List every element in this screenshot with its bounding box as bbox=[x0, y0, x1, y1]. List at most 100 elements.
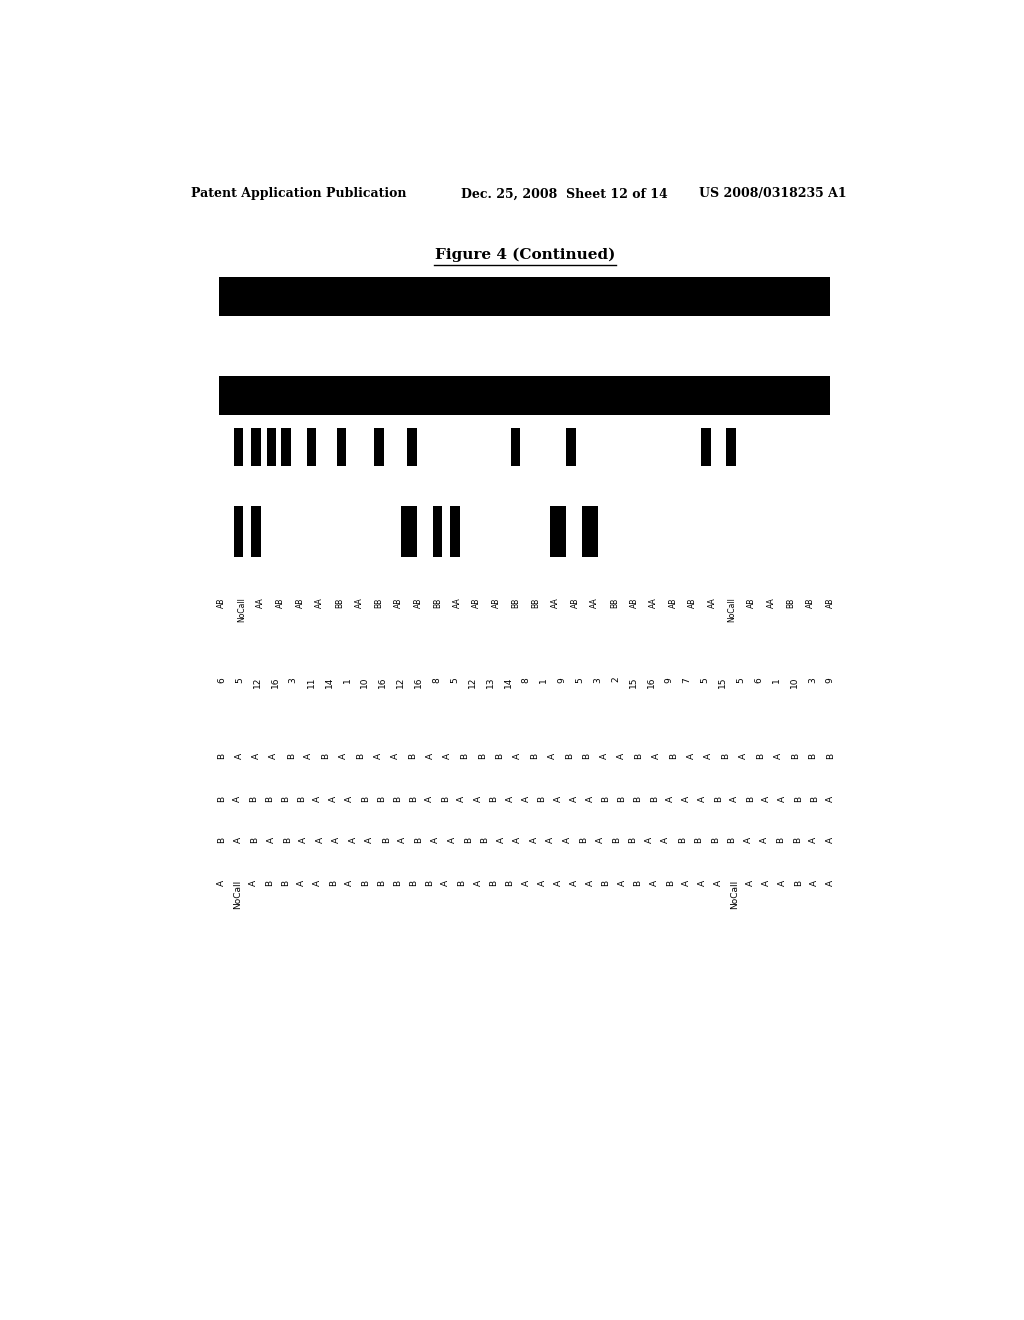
Text: NoCall: NoCall bbox=[233, 880, 242, 909]
Text: AA: AA bbox=[315, 598, 325, 609]
Text: A: A bbox=[269, 752, 279, 759]
Text: A: A bbox=[513, 837, 522, 843]
Text: 1: 1 bbox=[772, 677, 781, 682]
Text: A: A bbox=[349, 837, 357, 843]
Text: 3: 3 bbox=[808, 677, 817, 682]
Text: A: A bbox=[666, 796, 675, 801]
Text: B: B bbox=[794, 880, 803, 886]
Text: 9: 9 bbox=[557, 677, 566, 682]
Text: A: A bbox=[339, 752, 348, 759]
Bar bbox=[337, 428, 346, 466]
Text: B: B bbox=[670, 752, 678, 759]
Text: B: B bbox=[649, 796, 658, 801]
Text: B: B bbox=[249, 796, 258, 801]
Text: B: B bbox=[489, 880, 499, 886]
Text: A: A bbox=[345, 796, 354, 801]
Text: A: A bbox=[233, 796, 242, 801]
Text: AB: AB bbox=[217, 598, 226, 607]
Text: B: B bbox=[410, 880, 419, 886]
Text: B: B bbox=[722, 752, 730, 759]
Text: 14: 14 bbox=[325, 677, 334, 688]
Text: AA: AA bbox=[354, 598, 364, 609]
Text: B: B bbox=[382, 837, 390, 843]
Text: A: A bbox=[825, 880, 835, 886]
Text: A: A bbox=[682, 880, 690, 886]
Text: B: B bbox=[794, 796, 803, 801]
Text: 9: 9 bbox=[665, 677, 674, 682]
Text: B: B bbox=[322, 752, 331, 759]
Text: A: A bbox=[431, 837, 440, 843]
Text: 6: 6 bbox=[755, 677, 763, 682]
Text: A: A bbox=[569, 880, 579, 886]
Text: BB: BB bbox=[433, 598, 442, 607]
Text: 15: 15 bbox=[629, 677, 638, 688]
Text: B: B bbox=[810, 796, 819, 801]
Text: BB: BB bbox=[335, 598, 344, 607]
Text: A: A bbox=[554, 880, 562, 886]
Text: B: B bbox=[478, 752, 487, 759]
Text: B: B bbox=[714, 796, 723, 801]
Text: AB: AB bbox=[570, 598, 580, 607]
Text: A: A bbox=[443, 752, 453, 759]
Text: Dec. 25, 2008  Sheet 12 of 14: Dec. 25, 2008 Sheet 12 of 14 bbox=[461, 187, 668, 201]
Text: A: A bbox=[825, 837, 835, 843]
Text: A: A bbox=[652, 752, 660, 759]
Text: A: A bbox=[662, 837, 671, 843]
Text: B: B bbox=[425, 880, 434, 886]
Text: AB: AB bbox=[669, 598, 678, 607]
Text: 14: 14 bbox=[504, 677, 513, 688]
Bar bbox=[433, 506, 442, 557]
Text: B: B bbox=[356, 752, 366, 759]
Bar bbox=[701, 428, 711, 466]
Text: AB: AB bbox=[688, 598, 697, 607]
Text: B: B bbox=[217, 837, 226, 843]
Text: B: B bbox=[601, 880, 610, 886]
Text: AA: AA bbox=[453, 598, 462, 609]
Text: B: B bbox=[393, 880, 402, 886]
Text: A: A bbox=[249, 880, 258, 886]
Text: A: A bbox=[760, 837, 769, 843]
Bar bbox=[251, 428, 260, 466]
Text: B: B bbox=[441, 796, 451, 801]
Text: A: A bbox=[810, 880, 819, 886]
Text: AB: AB bbox=[276, 598, 285, 607]
Text: A: A bbox=[586, 796, 595, 801]
Text: A: A bbox=[217, 880, 226, 886]
Text: 10: 10 bbox=[791, 677, 799, 688]
Text: A: A bbox=[649, 880, 658, 886]
Text: B: B bbox=[283, 837, 292, 843]
Text: AB: AB bbox=[472, 598, 481, 607]
Bar bbox=[219, 376, 830, 414]
Text: 5: 5 bbox=[236, 677, 244, 682]
Text: B: B bbox=[634, 796, 643, 801]
Text: 11: 11 bbox=[306, 677, 315, 688]
Text: Patent Application Publication: Patent Application Publication bbox=[191, 187, 407, 201]
Text: A: A bbox=[315, 837, 325, 843]
Text: A: A bbox=[825, 796, 835, 801]
Text: A: A bbox=[600, 752, 608, 759]
Text: A: A bbox=[233, 837, 243, 843]
Text: B: B bbox=[250, 837, 259, 843]
Text: AA: AA bbox=[708, 598, 717, 609]
Text: B: B bbox=[409, 752, 418, 759]
Text: 13: 13 bbox=[485, 677, 495, 688]
Text: AB: AB bbox=[394, 598, 402, 607]
Text: 5: 5 bbox=[736, 677, 745, 682]
Text: B: B bbox=[530, 752, 540, 759]
Text: A: A bbox=[234, 752, 244, 759]
Text: 5: 5 bbox=[450, 677, 459, 682]
Text: A: A bbox=[506, 796, 514, 801]
Text: A: A bbox=[447, 837, 457, 843]
Text: A: A bbox=[762, 880, 771, 886]
Text: B: B bbox=[678, 837, 687, 843]
Bar bbox=[726, 428, 736, 466]
Text: AB: AB bbox=[630, 598, 639, 607]
Text: A: A bbox=[538, 880, 547, 886]
Text: B: B bbox=[776, 837, 785, 843]
Text: A: A bbox=[521, 796, 530, 801]
Text: AB: AB bbox=[296, 598, 305, 607]
Text: B: B bbox=[666, 880, 675, 886]
Text: 3: 3 bbox=[593, 677, 602, 682]
Text: BB: BB bbox=[531, 598, 541, 607]
Text: 16: 16 bbox=[378, 677, 387, 688]
